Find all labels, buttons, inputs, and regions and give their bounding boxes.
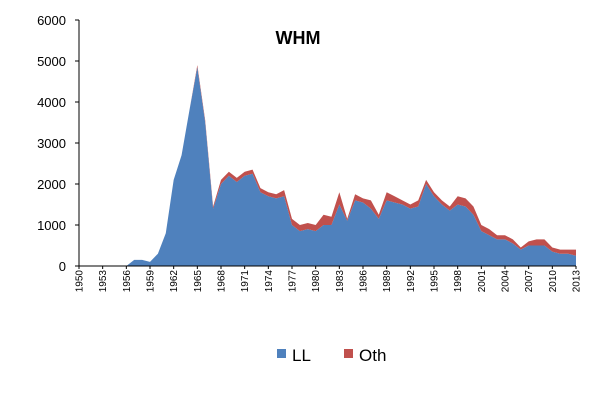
legend-label-ll: LL	[292, 346, 311, 365]
x-axis: 1950 1953 1956 1959 1962 1965 1968 1971 1974 1977…	[75, 265, 583, 293]
y-tick-label: 5000	[37, 54, 66, 69]
y-tick-label: 4000	[37, 95, 66, 110]
x-tick-label: 1992	[406, 270, 417, 293]
x-tick-label: 1998	[453, 270, 464, 293]
x-tick-label: 1971	[240, 270, 251, 293]
y-tick-label: 6000	[37, 13, 66, 28]
y-tick-label: 0	[59, 259, 66, 274]
x-tick-label: 1950	[75, 270, 86, 293]
y-tick-label: 2000	[37, 177, 66, 192]
x-tick-label: 1995	[430, 270, 441, 293]
x-tick-label: 2001	[477, 270, 488, 293]
legend-swatch-oth	[344, 349, 353, 358]
x-tick-label: 1968	[217, 270, 228, 293]
x-tick-label: 1980	[311, 270, 322, 293]
x-tick-label: 1977	[288, 270, 299, 293]
y-axis: 0 1000 2000 3000 4000 5000 6000	[37, 13, 80, 274]
chart-title: WHM	[276, 28, 321, 48]
area-series-ll	[79, 67, 576, 267]
x-tick-label: 1956	[122, 270, 133, 293]
y-tick-label: 1000	[37, 218, 66, 233]
x-tick-label: 2007	[524, 270, 535, 293]
legend-swatch-ll	[277, 349, 286, 358]
x-tick-label: 1953	[98, 270, 109, 293]
legend: LL Oth	[277, 346, 386, 365]
x-tick-label: 1965	[193, 270, 204, 293]
y-tick-label: 3000	[37, 136, 66, 151]
area-series-oth	[79, 65, 576, 266]
x-tick-label: 1974	[264, 270, 275, 293]
area-layer	[79, 65, 576, 267]
x-tick-label: 2004	[501, 270, 512, 293]
x-tick-label: 2010	[548, 270, 559, 293]
x-tick-label: 1986	[359, 270, 370, 293]
x-tick-label: 2013	[572, 270, 583, 293]
legend-label-oth: Oth	[359, 346, 386, 365]
x-tick-label: 1983	[335, 270, 346, 293]
x-tick-label: 1959	[146, 270, 157, 293]
x-tick-label: 1989	[382, 270, 393, 293]
x-tick-label: 1962	[169, 270, 180, 293]
